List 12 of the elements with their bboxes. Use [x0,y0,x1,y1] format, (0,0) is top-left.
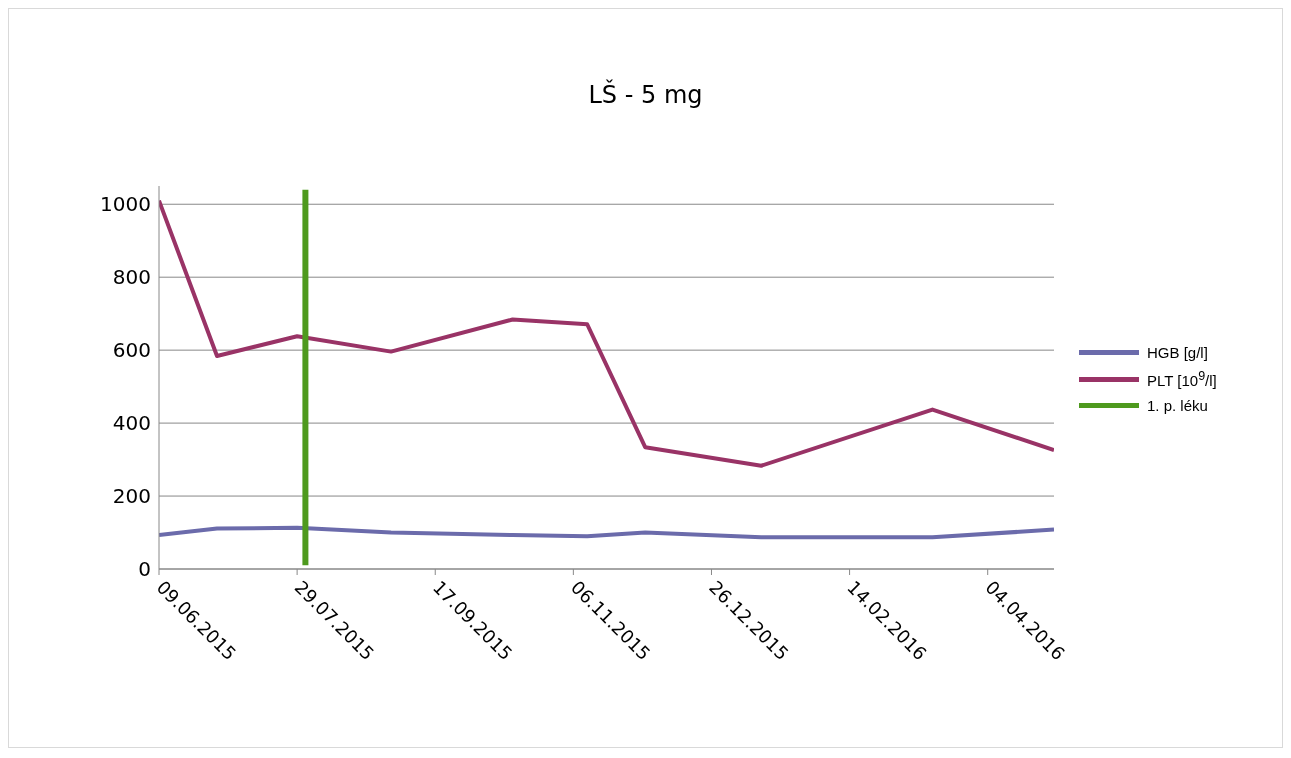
y-tick-label: 0 [138,557,151,582]
line-series [159,525,1054,540]
y-tick-label: 800 [112,265,151,290]
line-series [159,198,1054,468]
y-tick-label: 1000 [100,192,151,217]
legend-label: HGB [g/l] [1147,344,1208,361]
chart-title: LŠ - 5 mg [587,81,704,109]
legend-label: PLT [10$^{9}$/l] [1147,369,1217,389]
legend-label: 1. p. léku [1147,397,1208,414]
y-tick-label: 200 [112,484,151,509]
y-tick-label: 400 [112,411,151,436]
y-tick-label: 600 [112,338,151,363]
